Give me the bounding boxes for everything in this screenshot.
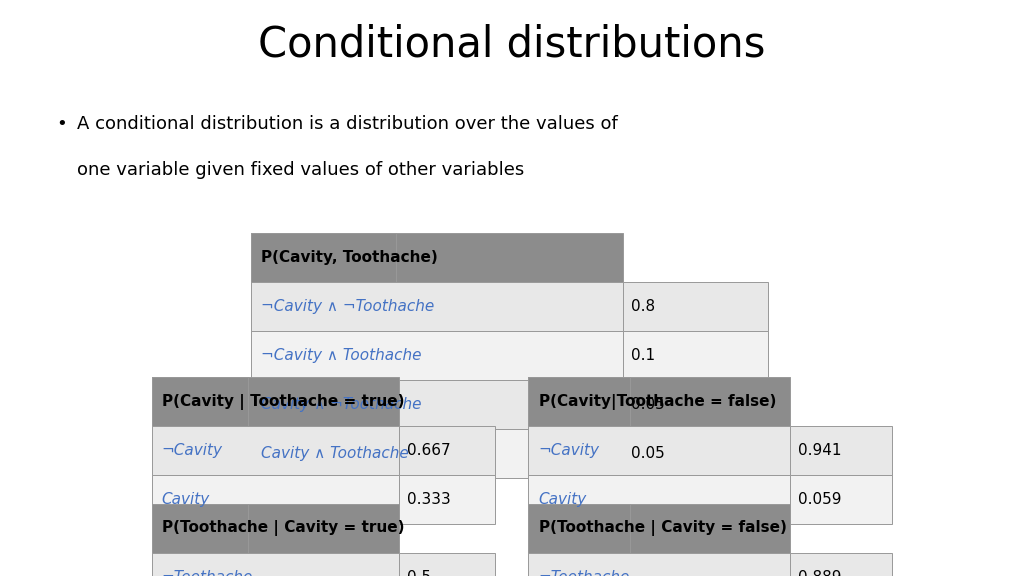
FancyBboxPatch shape bbox=[398, 475, 495, 524]
FancyBboxPatch shape bbox=[152, 377, 248, 426]
FancyBboxPatch shape bbox=[251, 380, 624, 429]
Text: P(Cavity | Toothache = true): P(Cavity | Toothache = true) bbox=[162, 394, 404, 410]
Text: 0.941: 0.941 bbox=[799, 443, 842, 458]
FancyBboxPatch shape bbox=[152, 475, 398, 524]
Text: •: • bbox=[56, 115, 67, 133]
Text: A conditional distribution is a distribution over the values of: A conditional distribution is a distribu… bbox=[77, 115, 617, 133]
FancyBboxPatch shape bbox=[152, 504, 398, 553]
FancyBboxPatch shape bbox=[528, 377, 630, 426]
Text: P(Cavity|Toothache = false): P(Cavity|Toothache = false) bbox=[539, 394, 776, 410]
FancyBboxPatch shape bbox=[251, 282, 624, 331]
FancyBboxPatch shape bbox=[624, 282, 768, 331]
FancyBboxPatch shape bbox=[251, 233, 395, 282]
Text: Conditional distributions: Conditional distributions bbox=[258, 23, 766, 65]
Text: 0.889: 0.889 bbox=[799, 570, 842, 576]
Text: Cavity ∧ Toothache: Cavity ∧ Toothache bbox=[261, 446, 409, 461]
Text: ¬Cavity ∧ Toothache: ¬Cavity ∧ Toothache bbox=[261, 348, 422, 363]
FancyBboxPatch shape bbox=[152, 504, 248, 553]
FancyBboxPatch shape bbox=[528, 504, 791, 553]
FancyBboxPatch shape bbox=[791, 475, 892, 524]
FancyBboxPatch shape bbox=[251, 331, 624, 380]
FancyBboxPatch shape bbox=[528, 426, 791, 475]
FancyBboxPatch shape bbox=[528, 553, 791, 576]
Text: ¬Cavity ∧ ¬Toothache: ¬Cavity ∧ ¬Toothache bbox=[261, 299, 434, 314]
Text: Cavity: Cavity bbox=[539, 492, 587, 507]
Text: P(Toothache | Cavity = true): P(Toothache | Cavity = true) bbox=[162, 521, 404, 536]
FancyBboxPatch shape bbox=[251, 233, 624, 282]
Text: ¬Toothache: ¬Toothache bbox=[539, 570, 630, 576]
Text: Cavity ∧ ¬Toothache: Cavity ∧ ¬Toothache bbox=[261, 397, 422, 412]
Text: Cavity: Cavity bbox=[162, 492, 210, 507]
Text: 0.059: 0.059 bbox=[799, 492, 842, 507]
FancyBboxPatch shape bbox=[152, 377, 398, 426]
FancyBboxPatch shape bbox=[528, 377, 791, 426]
Text: 0.05: 0.05 bbox=[632, 446, 666, 461]
Text: 0.1: 0.1 bbox=[632, 348, 655, 363]
FancyBboxPatch shape bbox=[398, 553, 495, 576]
FancyBboxPatch shape bbox=[152, 426, 398, 475]
FancyBboxPatch shape bbox=[791, 553, 892, 576]
Text: ¬Cavity: ¬Cavity bbox=[539, 443, 600, 458]
FancyBboxPatch shape bbox=[624, 331, 768, 380]
FancyBboxPatch shape bbox=[624, 380, 768, 429]
Text: 0.5: 0.5 bbox=[407, 570, 431, 576]
FancyBboxPatch shape bbox=[624, 429, 768, 478]
Text: one variable given fixed values of other variables: one variable given fixed values of other… bbox=[77, 161, 524, 179]
Text: P(Toothache | Cavity = false): P(Toothache | Cavity = false) bbox=[539, 521, 786, 536]
FancyBboxPatch shape bbox=[398, 426, 495, 475]
Text: 0.8: 0.8 bbox=[632, 299, 655, 314]
FancyBboxPatch shape bbox=[791, 426, 892, 475]
Text: 0.05: 0.05 bbox=[632, 397, 666, 412]
Text: ¬Cavity: ¬Cavity bbox=[162, 443, 223, 458]
Text: P(Cavity, Toothache): P(Cavity, Toothache) bbox=[261, 250, 438, 266]
FancyBboxPatch shape bbox=[152, 553, 398, 576]
Text: 0.667: 0.667 bbox=[407, 443, 451, 458]
FancyBboxPatch shape bbox=[251, 429, 624, 478]
Text: 0.333: 0.333 bbox=[407, 492, 451, 507]
FancyBboxPatch shape bbox=[528, 475, 791, 524]
FancyBboxPatch shape bbox=[528, 504, 630, 553]
Text: ¬Toothache: ¬Toothache bbox=[162, 570, 253, 576]
